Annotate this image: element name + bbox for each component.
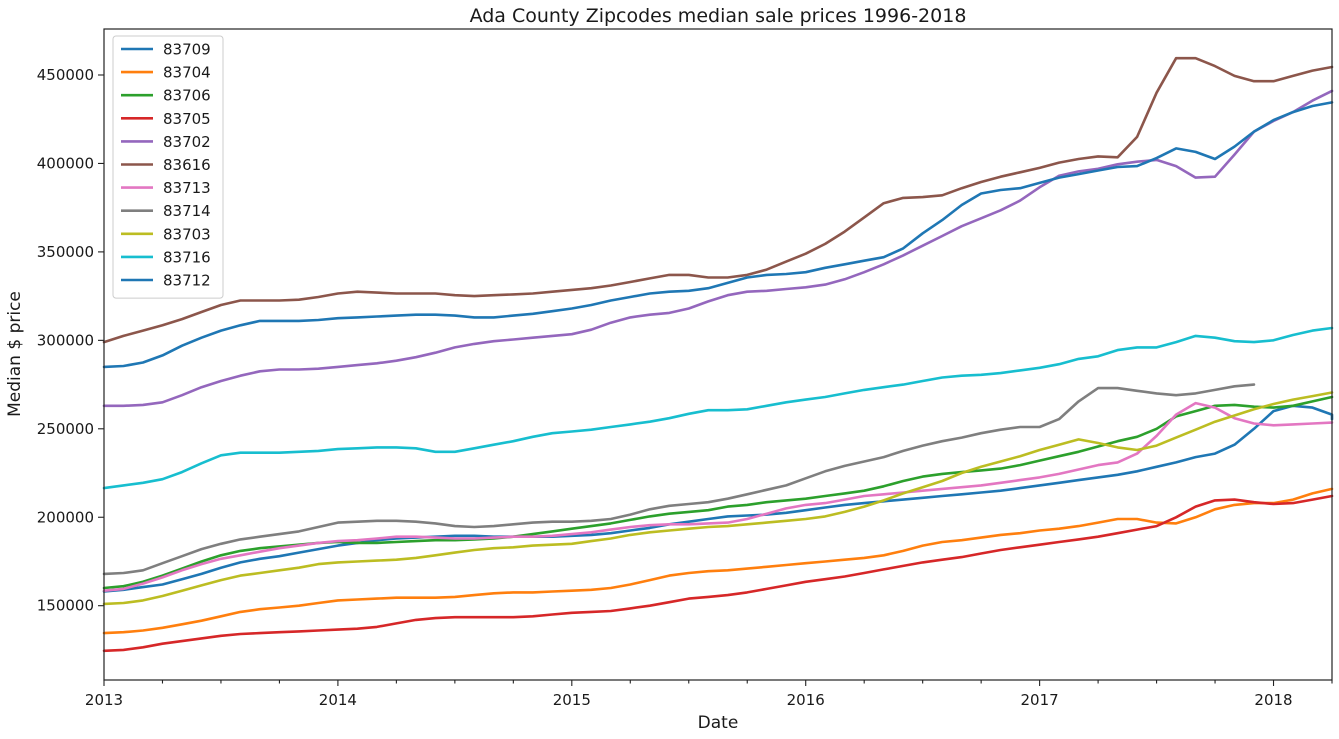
x-axis-ticks: 2013 2014 2015 2016 2017 2018: [85, 680, 1333, 709]
x-tick-label: 2016: [787, 691, 825, 709]
legend-entry-label: 83704: [163, 64, 211, 82]
x-tick-label: 2013: [85, 691, 123, 709]
series-line-83704: [102, 487, 1334, 635]
plot-frame: [103, 28, 1333, 681]
y-tick-label: 450000: [37, 66, 94, 84]
series-line-83703: [102, 391, 1334, 606]
legend-entry-label: 83705: [163, 110, 211, 128]
y-tick-label: 400000: [37, 154, 94, 172]
y-tick-label: 200000: [37, 508, 94, 526]
legend-entry-label: 83702: [163, 133, 211, 151]
series-line-83706: [102, 395, 1334, 590]
legend: 83709 83704 83706 83705 83702 83616 83713 83714…: [112, 35, 224, 299]
y-tick-label: 150000: [37, 597, 94, 615]
x-tick-label: 2017: [1021, 691, 1059, 709]
series-line-83705: [102, 494, 1334, 653]
series-line-83709: [102, 404, 1334, 593]
legend-entry-label: 83714: [163, 202, 211, 220]
x-tick-label: 2015: [553, 691, 591, 709]
legend-entry-label: 83709: [163, 41, 211, 59]
y-tick-label: 350000: [37, 243, 94, 261]
series-line-83702: [102, 89, 1334, 408]
plot-lines: [102, 56, 1334, 653]
y-axis-label: Median $ price: [5, 291, 25, 417]
series-line-83713: [102, 401, 1334, 593]
x-axis-label: Date: [698, 713, 739, 733]
legend-entry-label: 83713: [163, 179, 211, 197]
x-tick-label: 2014: [319, 691, 357, 709]
x-tick-label: 2018: [1254, 691, 1292, 709]
series-line-83714: [102, 383, 1256, 576]
series-line-83716: [102, 326, 1334, 490]
y-tick-label: 300000: [37, 331, 94, 349]
legend-entry-label: 83703: [163, 225, 211, 243]
y-tick-label: 250000: [37, 420, 94, 438]
legend-entry-label: 83616: [163, 156, 211, 174]
series-line-83712: [102, 101, 1334, 369]
series-line-83616: [102, 56, 1334, 344]
legend-entry-label: 83712: [163, 272, 211, 290]
y-axis-ticks: 150000 200000 250000 300000 350000 400000 4500…: [37, 66, 104, 615]
legend-entry-label: 83716: [163, 248, 211, 266]
chart-title: Ada County Zipcodes median sale prices 1…: [470, 5, 967, 27]
legend-entry-label: 83706: [163, 87, 211, 105]
